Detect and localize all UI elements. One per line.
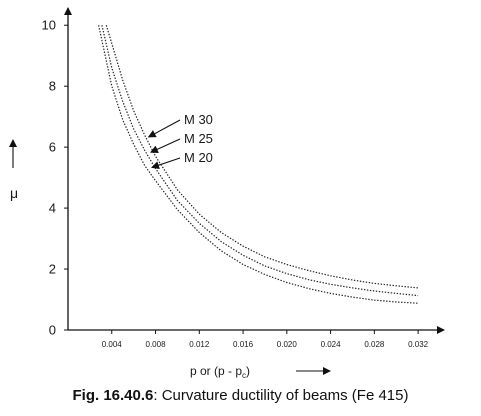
caption-text: : Curvature ductility of beams (Fe 415): [153, 387, 409, 404]
y-tick-label: 4: [49, 201, 56, 216]
figure-caption: Fig. 16.40.6: Curvature ductility of bea…: [0, 387, 481, 404]
x-tick-label: 0.028: [364, 340, 385, 349]
y-tick-label: 6: [49, 140, 56, 155]
caption-prefix: Fig. 16.40.6: [72, 387, 154, 404]
ticks: 0 2 4 6 8 10 0.004 0.008 0.012 0.016 0.020 0.024 0.0…: [42, 18, 429, 349]
y-axis-label: μ: [10, 185, 18, 201]
series-line-m-20: [98, 25, 419, 304]
y-tick-label: 8: [49, 79, 56, 94]
annotation-label: M 20: [184, 150, 213, 165]
y-tick-label: 2: [49, 262, 56, 277]
y-tick-label: 0: [49, 323, 56, 338]
axis-labels: μ p or (p - pc): [9, 139, 331, 380]
annotation-arrow: [151, 157, 181, 169]
y-tick-label: 10: [42, 18, 56, 33]
x-tick-label: 0.024: [321, 340, 342, 349]
x-tick-label: 0.016: [233, 340, 254, 349]
axes: [64, 7, 445, 334]
chart: 0 2 4 6 8 10 0.004 0.008 0.012 0.016 0.020 0.024 0.0…: [9, 7, 445, 380]
series-line-m-30: [105, 25, 419, 289]
x-tick-label: 0.032: [408, 340, 429, 349]
x-tick-label: 0.004: [102, 340, 123, 349]
annotation-arrow: [147, 119, 181, 138]
series-group: [98, 25, 419, 304]
annotation-arrow: [149, 138, 181, 153]
series-line-m-25: [101, 25, 419, 297]
annotation-label: M 25: [184, 131, 213, 146]
x-axis-label: p or (p - pc): [190, 364, 250, 380]
annotation-label: M 30: [184, 112, 213, 127]
x-tick-label: 0.008: [146, 340, 167, 349]
x-tick-label: 0.012: [189, 340, 210, 349]
x-tick-label: 0.020: [277, 340, 298, 349]
annotations: M 30 M 25 M 20: [147, 112, 213, 169]
